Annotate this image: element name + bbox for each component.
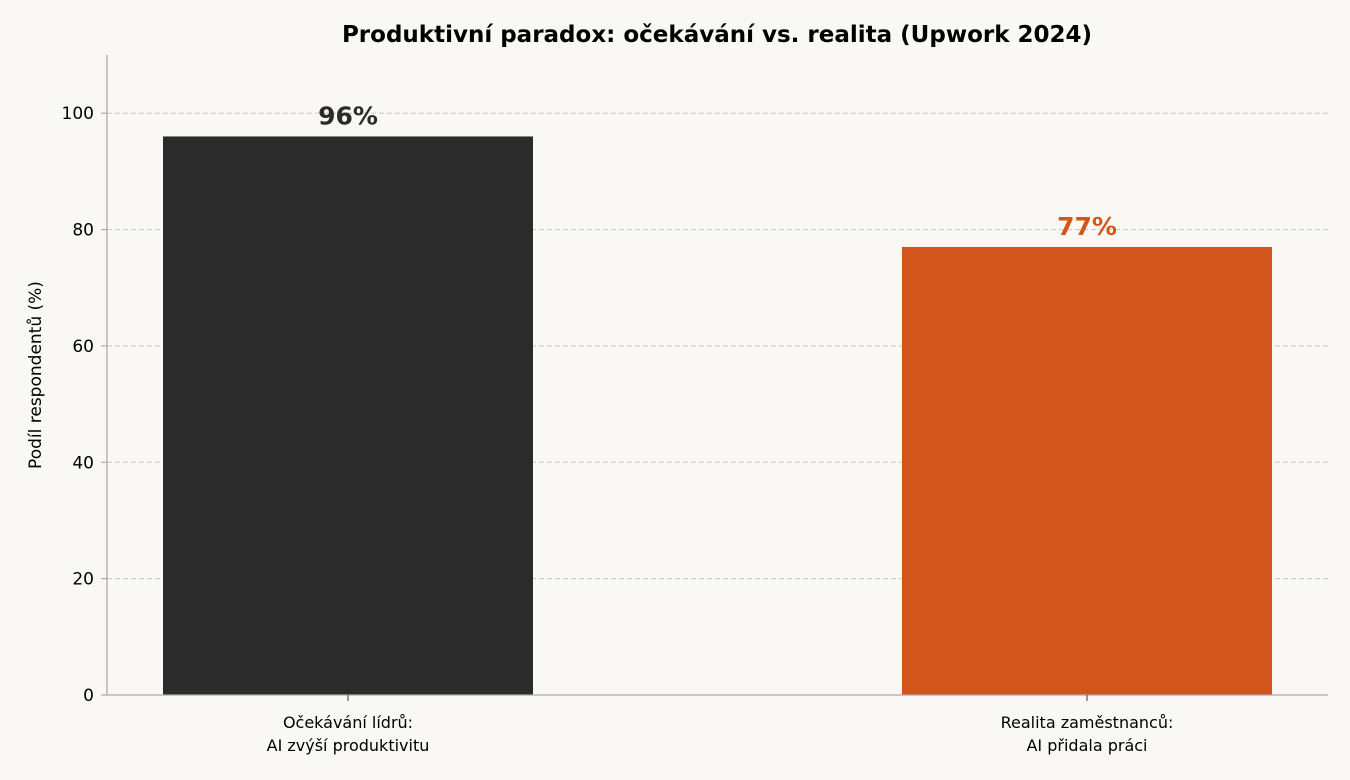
y-tick-label: 100 (62, 104, 94, 124)
chart-title: Produktivní paradox: očekávání vs. reali… (342, 22, 1092, 48)
data-label: 77% (1057, 212, 1117, 241)
data-label: 96% (318, 101, 378, 130)
y-axis-label: Podíl respondentů (%) (26, 281, 46, 469)
bar (163, 136, 533, 696)
x-tick-label: AI zvýší produktivitu (267, 736, 430, 755)
y-tick-label: 60 (72, 337, 94, 357)
x-tick-label: AI přidala práci (1026, 736, 1147, 755)
y-tick-label: 20 (72, 570, 94, 590)
x-ticks: Očekávání lídrů: AI zvýší produktivitu Rea… (267, 695, 1174, 755)
y-ticks: 0 20 40 60 80 100 (62, 104, 107, 706)
axes (106, 55, 1328, 696)
y-tick-label: 80 (72, 221, 94, 241)
x-tick-label: Realita zaměstnanců: (1001, 713, 1174, 732)
y-tick-label: 40 (72, 453, 94, 473)
x-tick-label: Očekávání lídrů: (283, 713, 413, 732)
bar (902, 247, 1272, 695)
bars (163, 136, 1272, 696)
data-labels: 96% 77% (318, 101, 1117, 241)
y-tick-label: 0 (83, 686, 94, 706)
